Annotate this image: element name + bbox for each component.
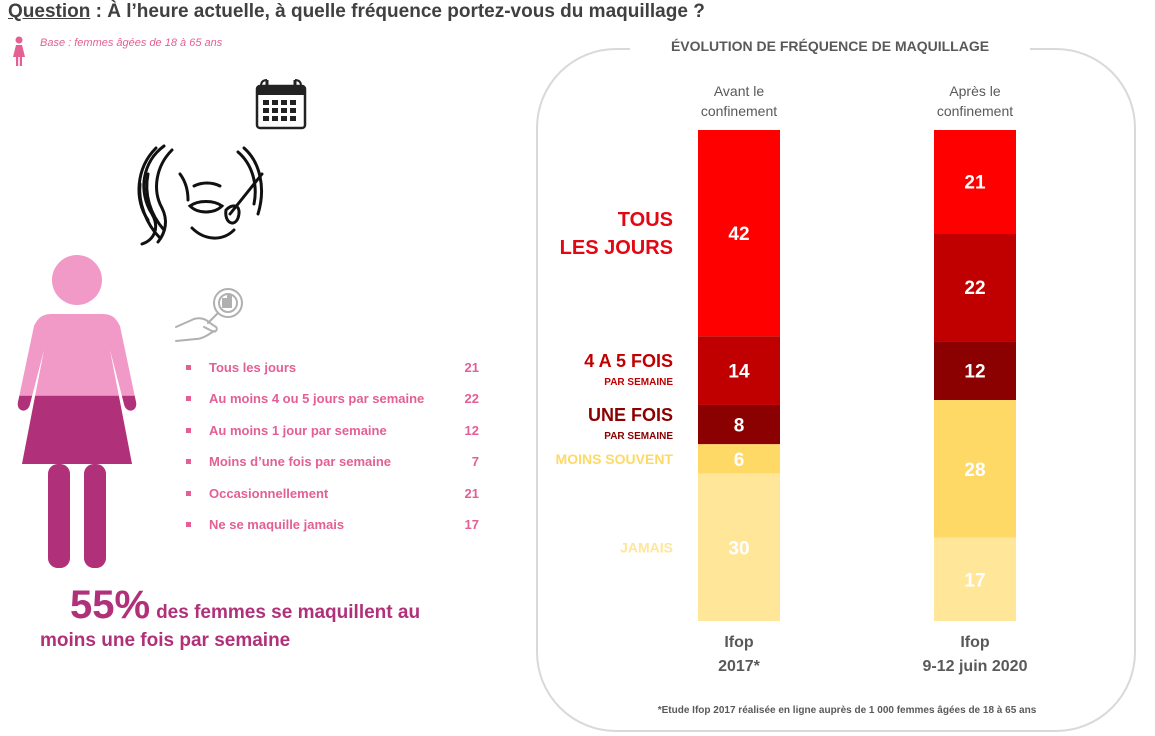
woman-fill-bottom (17, 395, 137, 568)
series-label: LES JOURS (560, 237, 673, 259)
stat-value: 21 (464, 485, 479, 501)
bullet-icon (186, 396, 191, 402)
stat-value: 17 (464, 516, 479, 532)
stat-item: Occasionnellement 21 (186, 486, 482, 517)
bar-value-label: 6 (734, 450, 745, 471)
makeup-face-icon (137, 144, 264, 246)
bar-value-label: 8 (734, 416, 745, 437)
column-footer: Ifop (724, 634, 754, 651)
bar-segment (698, 404, 780, 445)
bullet-icon (186, 459, 191, 465)
series-label: TOUS (618, 209, 673, 231)
series-label: JAMAIS (620, 539, 673, 555)
stat-item: Au moins 4 ou 5 jours par semaine 22 (186, 391, 482, 422)
bar-value-label: 22 (964, 278, 985, 299)
column-header: Avant le (714, 83, 765, 99)
bar-segment (934, 400, 1016, 538)
headline-line1: des femmes se maquillent au (156, 602, 421, 623)
bullet-icon (186, 490, 191, 496)
stat-item: Ne se maquille jamais 17 (186, 517, 482, 548)
bar-value-label: 21 (964, 173, 986, 194)
series-sublabel: PAR SEMAINE (604, 431, 673, 442)
column-header: confinement (701, 103, 777, 119)
bar-segment (934, 233, 1016, 342)
bar-segment (698, 130, 780, 337)
stat-label: Au moins 1 jour par semaine (209, 422, 387, 438)
bar-value-label: 14 (728, 362, 750, 383)
bar-segment (698, 473, 780, 621)
bar-segment (934, 537, 1016, 621)
stacked-bar-chart: Avant le confinement Ifop 2017* Après le conf… (556, 83, 1028, 675)
bar-value-label: 42 (728, 224, 749, 245)
column-header: confinement (937, 103, 1013, 119)
headline: 55% des femmes se maquillent au moins une … (40, 583, 510, 652)
panel-title: ÉVOLUTION DE FRÉQUENCE DE MAQUILLAGE (630, 38, 1030, 54)
stat-value: 12 (464, 422, 479, 438)
question-text: : À l’heure actuelle, à quelle fréquence… (90, 1, 705, 22)
stat-item: Tous les jours 21 (186, 360, 482, 391)
calendar-icon (255, 79, 307, 130)
bar-value-label: 17 (964, 570, 985, 591)
bar-segment (698, 444, 780, 474)
question-label: Question (8, 1, 91, 22)
bullet-icon (186, 427, 191, 433)
series-label: MOINS SOUVENT (556, 451, 674, 467)
bullet-icon (186, 521, 191, 527)
woman-small-icon (13, 36, 25, 66)
stat-value: 7 (471, 454, 479, 470)
stat-label: Au moins 4 ou 5 jours par semaine (209, 391, 425, 407)
stat-value: 21 (464, 360, 479, 375)
bar-segment (934, 130, 1016, 234)
series-label: 4 A 5 FOIS (584, 351, 673, 371)
stat-value: 22 (464, 391, 479, 407)
stat-label: Tous les jours (209, 360, 297, 375)
bar-value-label: 28 (964, 460, 985, 481)
series-label: UNE FOIS (588, 405, 673, 425)
footnote: *Etude Ifop 2017 réalisée en ligne auprè… (657, 705, 1037, 716)
bar-segment (698, 336, 780, 405)
column-header: Après le (949, 83, 1001, 99)
column-footer: 9-12 juin 2020 (923, 658, 1028, 675)
headline-percent: 55% (70, 583, 151, 627)
series-sublabel: PAR SEMAINE (604, 377, 673, 388)
bar-value-label: 30 (728, 538, 749, 559)
stat-label: Occasionnellement (209, 485, 329, 501)
base-note: Base : femmes âgées de 18 à 65 ans (40, 37, 223, 49)
stat-list: Tous les jours 21 Au moins 4 ou 5 jours p… (186, 360, 482, 548)
stat-label: Moins d’une fois par semaine (209, 454, 392, 470)
question-title: Question : À l’heure actuelle, à quelle … (8, 1, 705, 23)
headline-line2: moins une fois par semaine (40, 630, 291, 651)
survey-hand-icon (175, 288, 243, 342)
stat-item: Au moins 1 jour par semaine 12 (186, 423, 482, 454)
bar-value-label: 12 (964, 362, 985, 383)
bar-segment (934, 341, 1016, 401)
stat-item: Moins d’une fois par semaine 7 (186, 454, 482, 485)
bullet-icon (186, 365, 191, 370)
woman-figure (17, 255, 137, 568)
stat-label: Ne se maquille jamais (209, 516, 345, 532)
column-footer: 2017* (718, 658, 761, 675)
column-footer: Ifop (960, 634, 990, 651)
